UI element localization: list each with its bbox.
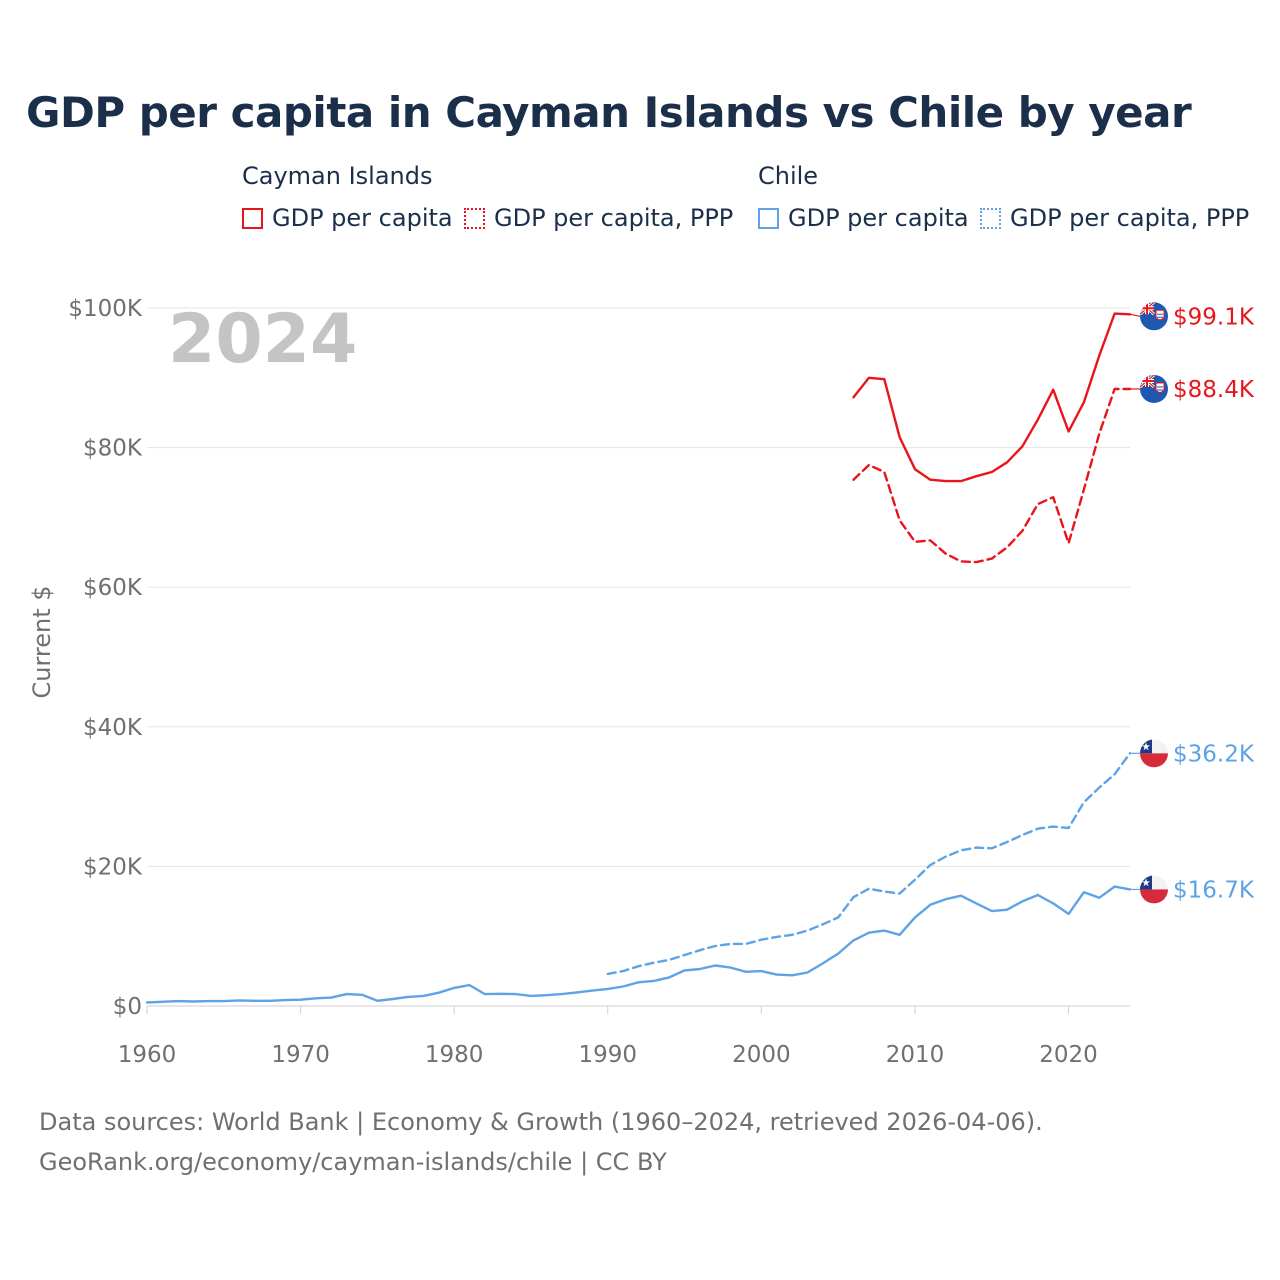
chile-flag-icon <box>1140 875 1168 904</box>
end-value-label: $16.7K <box>1173 877 1255 903</box>
end-markers: $99.1K $88.4K $36.2K $16.7K <box>1129 302 1255 904</box>
grid-lines <box>147 307 1130 1007</box>
y-tick-label: $40K <box>83 715 143 741</box>
y-tick-label: $100K <box>68 296 143 322</box>
y-tick-label: $80K <box>83 436 143 462</box>
footer-url: GeoRank.org/economy/cayman-islands/chile… <box>39 1148 667 1176</box>
x-tick-label: 1960 <box>118 1042 177 1068</box>
y-tick-label: $60K <box>83 575 143 601</box>
legend-swatch-dotted-icon <box>464 207 485 229</box>
legend-group-cayman-islands: Cayman Islands <box>242 162 433 190</box>
legend-label: GDP per capita <box>272 204 453 232</box>
end-value-label: $36.2K <box>1173 741 1255 767</box>
legend-swatch-solid-icon <box>242 207 263 229</box>
x-axis: 1960 1970 1980 1990 2000 2010 2020 <box>118 1006 1098 1068</box>
x-tick-label: 1970 <box>271 1042 330 1068</box>
x-tick-label: 1990 <box>579 1042 638 1068</box>
flag-circle <box>1140 875 1168 904</box>
y-axis-title: Current $ <box>28 585 56 698</box>
x-tick-label: 2010 <box>886 1042 945 1068</box>
series-line-0[interactable] <box>852 312 1132 483</box>
flag-circle <box>1140 739 1168 768</box>
cayman-islands-flag-icon <box>1140 302 1168 331</box>
legend-item-chile-gdp[interactable]: GDP per capita <box>758 204 969 232</box>
end-value-label: $88.4K <box>1173 377 1255 403</box>
x-tick-label: 2020 <box>1039 1042 1098 1068</box>
legend-swatch-dotted-icon <box>980 207 1001 229</box>
series-line-2[interactable] <box>606 752 1132 976</box>
series-line-1[interactable] <box>852 387 1132 564</box>
end-connector <box>1129 313 1141 317</box>
x-tick-label: 2000 <box>732 1042 791 1068</box>
end-value-label: $99.1K <box>1173 304 1255 330</box>
y-axis: $0 $20K $40K $60K $80K $100K <box>68 296 143 1020</box>
chart-title: GDP per capita in Cayman Islands vs Chil… <box>26 88 1192 137</box>
year-watermark: 2024 <box>168 300 357 379</box>
y-tick-label: $20K <box>83 854 143 880</box>
chile-flag-icon <box>1140 739 1168 768</box>
legend-group-chile: Chile <box>758 162 819 190</box>
legend-item-cayman-gdp-ppp[interactable]: GDP per capita, PPP <box>464 204 733 232</box>
legend-item-cayman-gdp[interactable]: GDP per capita <box>242 204 453 232</box>
y-tick-label: $0 <box>113 994 142 1020</box>
series-line-3[interactable] <box>145 885 1132 1004</box>
series-layer <box>145 312 1132 1004</box>
footer-sources: Data sources: World Bank | Economy & Gro… <box>39 1108 1043 1136</box>
x-tick-label: 1980 <box>425 1042 484 1068</box>
legend-item-chile-gdp-ppp[interactable]: GDP per capita, PPP <box>980 204 1249 232</box>
legend-swatch-solid-icon <box>758 207 779 229</box>
legend-label: GDP per capita <box>788 204 969 232</box>
cayman-islands-flag-icon <box>1140 374 1168 403</box>
legend-label: GDP per capita, PPP <box>1010 204 1250 232</box>
legend-label: GDP per capita, PPP <box>494 204 734 232</box>
